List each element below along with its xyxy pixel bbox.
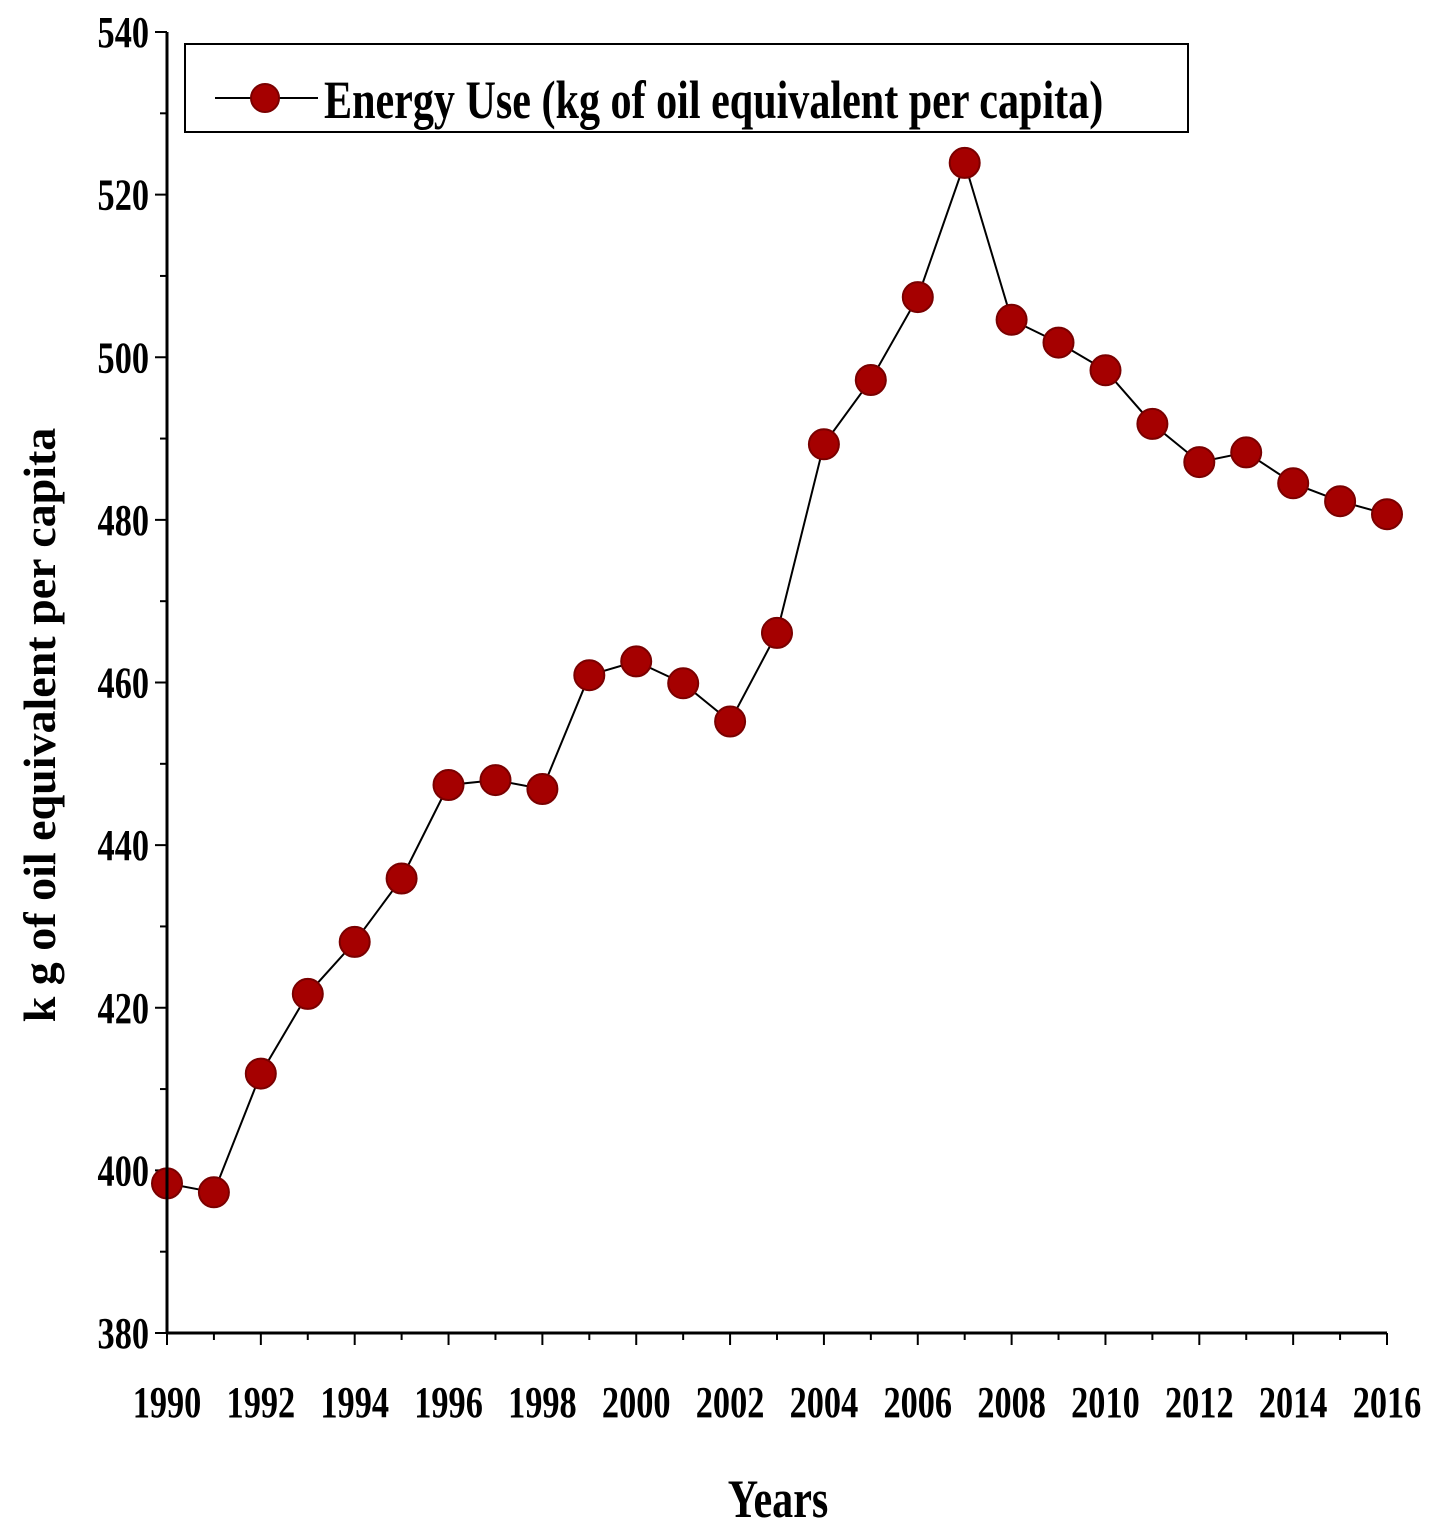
y-tick-label: 500 [98,333,149,382]
data-point [948,146,981,179]
data-point [714,705,747,738]
data-point [197,1176,230,1209]
x-tick-label: 2016 [1353,1378,1422,1427]
data-point [1136,407,1169,440]
y-tick-label: 400 [98,1146,149,1195]
y-tick-label: 440 [98,821,149,870]
legend-box [184,43,1189,133]
y-tick-label: 380 [98,1309,149,1358]
data-point [1371,498,1403,531]
data-point [995,303,1028,336]
x-axis-ticks: 1990 1992 1994 1996 1998 2000 2002 2004 2006 2008… [133,1333,1422,1427]
data-point [573,659,606,692]
data-point [338,925,371,958]
legend-marker-icon [250,83,280,113]
data-point [1089,354,1122,387]
x-tick-label: 2004 [790,1378,859,1427]
data-point [1277,467,1310,500]
x-tick-label: 2012 [1165,1378,1234,1427]
data-point [1230,436,1263,469]
data-point [1183,446,1216,479]
data-point [901,281,934,314]
y-tick-label: 460 [98,658,149,707]
x-tick-label: 2006 [883,1378,952,1427]
data-point [620,645,653,678]
data-point [244,1057,277,1090]
x-tick-label: 1990 [133,1378,202,1427]
y-axis-ticks: 380 400 420 440 460 480 500 520 540 [98,8,167,1358]
series-line [166,159,1388,1194]
x-tick-label: 1998 [508,1378,577,1427]
data-point [854,364,887,396]
data-point [432,769,465,801]
y-tick-label: 420 [98,984,149,1033]
legend: Energy Use (kg of oil equivalent per cap… [184,43,1189,133]
y-tick-label: 540 [98,8,149,57]
data-point [526,773,559,805]
data-point [385,862,418,895]
x-axis-title: Years [728,1470,829,1529]
x-tick-label: 1996 [414,1378,483,1427]
x-tick-label: 2008 [977,1378,1046,1427]
data-point [667,667,700,700]
data-point [807,428,840,461]
x-tick-label: 2000 [602,1378,671,1427]
data-point [291,977,324,1010]
data-point [1042,326,1075,359]
data-point [479,764,512,797]
x-tick-label: 2010 [1071,1378,1140,1427]
y-axis-title: k g of oil equivalent per capita [14,428,65,1023]
y-tick-label: 520 [98,171,149,220]
legend-series-label: Energy Use (kg of oil equivalent per cap… [324,71,1103,130]
x-tick-label: 2014 [1259,1378,1328,1427]
x-tick-label: 1992 [227,1378,296,1427]
data-point [1324,485,1357,518]
y-tick-label: 480 [98,496,149,545]
data-point [761,616,793,649]
series-layer [151,146,1403,1209]
x-tick-label: 2002 [696,1378,765,1427]
x-tick-label: 1994 [320,1378,389,1427]
